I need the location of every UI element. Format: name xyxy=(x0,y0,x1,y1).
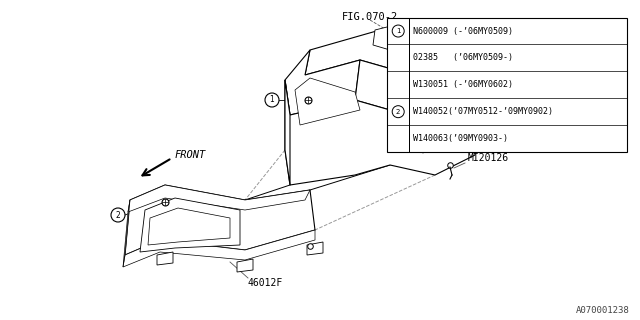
Bar xyxy=(387,18,627,152)
Polygon shape xyxy=(355,60,435,120)
Text: W130051 (-’06MY0602): W130051 (-’06MY0602) xyxy=(413,80,513,89)
Text: W140052(’07MY0512-’09MY0902): W140052(’07MY0512-’09MY0902) xyxy=(413,107,553,116)
Polygon shape xyxy=(123,200,130,267)
Text: 02385   (’06MY0509-): 02385 (’06MY0509-) xyxy=(413,53,513,62)
Text: MI20126: MI20126 xyxy=(468,153,509,163)
Circle shape xyxy=(111,208,125,222)
Text: 1: 1 xyxy=(396,28,401,34)
Text: 46012F: 46012F xyxy=(248,278,284,288)
Polygon shape xyxy=(128,185,310,212)
Polygon shape xyxy=(123,230,315,267)
Polygon shape xyxy=(157,252,173,265)
Polygon shape xyxy=(140,198,240,252)
Text: FIG.070-2: FIG.070-2 xyxy=(342,12,398,22)
Ellipse shape xyxy=(487,61,497,83)
Polygon shape xyxy=(148,208,230,245)
Polygon shape xyxy=(295,78,360,125)
Polygon shape xyxy=(285,80,290,185)
Polygon shape xyxy=(435,58,475,95)
Polygon shape xyxy=(237,259,253,272)
Polygon shape xyxy=(465,58,495,85)
Text: W140063(’09MY0903-): W140063(’09MY0903-) xyxy=(413,134,508,143)
Circle shape xyxy=(265,93,279,107)
Polygon shape xyxy=(307,242,323,255)
Polygon shape xyxy=(125,185,315,255)
Text: 1: 1 xyxy=(269,95,275,105)
Polygon shape xyxy=(285,80,475,185)
Polygon shape xyxy=(285,50,360,115)
Text: FRONT: FRONT xyxy=(175,150,206,160)
Text: 2: 2 xyxy=(116,211,120,220)
Text: FIG.073: FIG.073 xyxy=(508,68,552,78)
Circle shape xyxy=(392,106,404,118)
Polygon shape xyxy=(373,25,410,50)
Text: 2: 2 xyxy=(396,109,401,115)
Polygon shape xyxy=(430,55,475,120)
Circle shape xyxy=(392,25,404,37)
Text: A070001238: A070001238 xyxy=(576,306,630,315)
Text: N600009 (-’06MY0509): N600009 (-’06MY0509) xyxy=(413,27,513,36)
Polygon shape xyxy=(305,30,470,80)
